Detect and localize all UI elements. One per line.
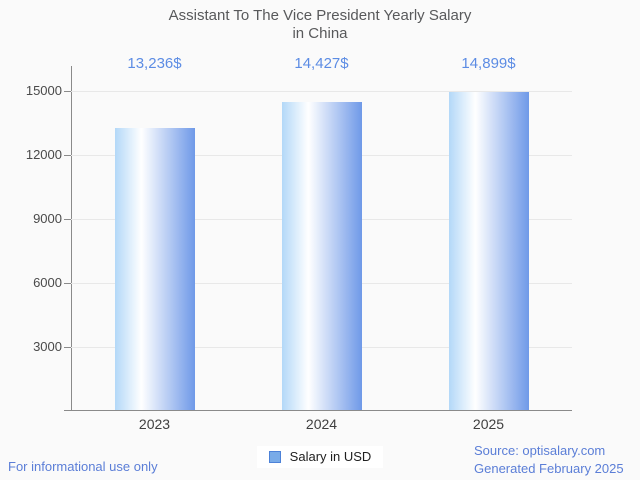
y-tickmark-6000 — [64, 282, 71, 284]
source-block: Source: optisalary.com Generated Februar… — [474, 442, 624, 478]
disclaimer-text: For informational use only — [8, 459, 158, 474]
chart-title-line2: in China — [292, 25, 348, 42]
legend-label: Salary in USD — [289, 449, 372, 464]
y-tickmark-3000 — [64, 346, 71, 348]
bar-value-label-2024: 14,427$ — [294, 55, 349, 72]
bar-2025[interactable] — [448, 92, 529, 410]
y-axis-line — [71, 66, 72, 411]
bar-value-label-2023: 13,236$ — [127, 55, 182, 72]
x-axis-label-2025: 2025 — [472, 416, 505, 432]
x-axis-label-2023: 2023 — [138, 416, 171, 432]
y-tick-label: 3000 — [33, 338, 62, 354]
gridline-15000 — [71, 90, 572, 92]
chart-title: Assistant To The Vice President Yearly S… — [0, 7, 640, 43]
y-tick-label: 9000 — [33, 210, 62, 226]
legend-row: Salary in USD — [0, 446, 640, 468]
y-tick-label: 15000 — [25, 82, 62, 98]
generated-date: Generated February 2025 — [474, 461, 624, 476]
source-link[interactable]: Source: optisalary.com — [474, 443, 606, 458]
chart-title-line1: Assistant To The Vice President Yearly S… — [168, 7, 472, 24]
y-tickmark-9000 — [64, 218, 71, 220]
y-tick-label: 12000 — [25, 146, 62, 162]
bar-2023[interactable] — [114, 127, 195, 410]
bar-value-label-2025: 14,899$ — [461, 55, 516, 72]
legend-item-salary[interactable]: Salary in USD — [256, 446, 384, 468]
y-tickmark-12000 — [64, 154, 71, 156]
bar-2024[interactable] — [281, 102, 362, 410]
x-axis-label-2024: 2024 — [305, 416, 338, 432]
x-axis-line — [64, 410, 572, 411]
legend-swatch — [268, 450, 281, 463]
plot-area: 3000 6000 9000 12000 15000 — [26, 66, 572, 411]
y-tickmark-15000 — [64, 90, 71, 92]
y-tick-label: 6000 — [33, 274, 62, 290]
